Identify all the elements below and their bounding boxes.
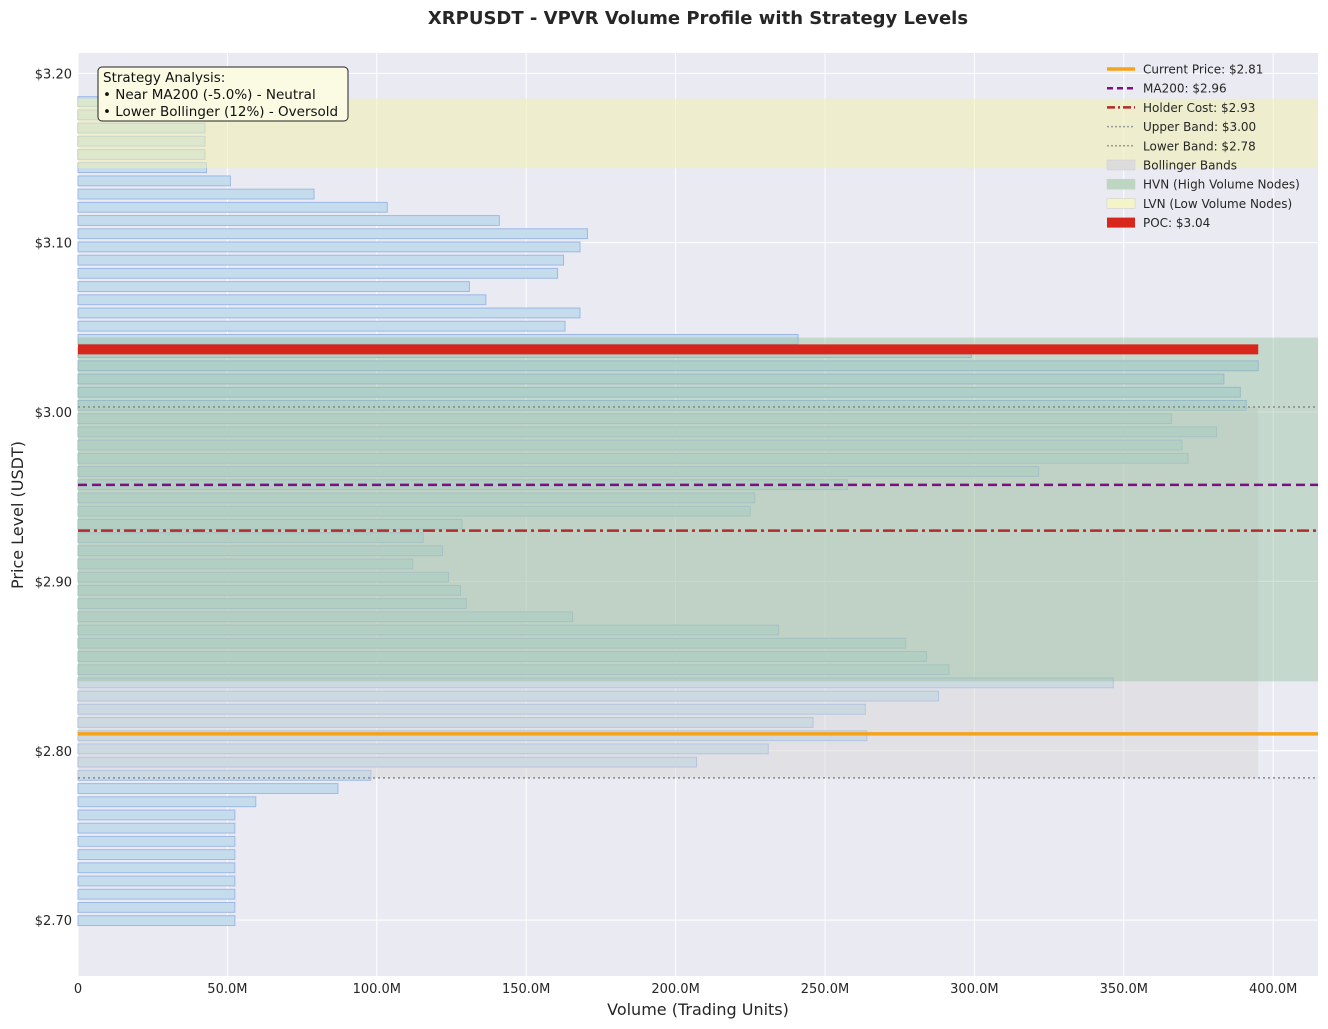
legend-label: Upper Band: $3.00: [1143, 120, 1256, 134]
volume-bar: [77, 267, 559, 279]
legend-label: Lower Band: $2.78: [1143, 139, 1256, 153]
legend: Current Price: $2.81 MA200: $2.96 Holder C…: [1106, 63, 1300, 230]
annotation-box-frame: [97, 66, 349, 122]
volume-bar: [77, 769, 372, 781]
volume-bar: [77, 400, 1247, 411]
volume-bar: [77, 717, 814, 728]
y-tick-label: $3.00: [35, 406, 72, 421]
volume-bar: [77, 320, 566, 332]
y-tick-label: $3.20: [35, 67, 72, 82]
volume-bar: [77, 426, 1217, 438]
volume-bar: [77, 188, 315, 200]
legend-label: MA200: $2.96: [1143, 82, 1227, 96]
volume-bar: [77, 466, 1040, 477]
volume-bar: [77, 888, 236, 900]
y-tick-label: $2.90: [35, 575, 72, 590]
x-tick-label: 100.0M: [353, 982, 401, 997]
volume-bar: [77, 505, 751, 517]
volume-bar: [77, 241, 581, 253]
x-tick-label: 0: [74, 982, 82, 997]
volume-bar: [77, 518, 463, 530]
bollinger-band-zone: [78, 406, 1259, 778]
volume-bar: [77, 756, 698, 768]
volume-bar: [77, 452, 1189, 464]
legend-label: POC: $3.04: [1143, 216, 1210, 230]
volume-bar: [77, 651, 928, 662]
x-tick-label: 250.0M: [801, 982, 849, 997]
volume-bar: [77, 545, 444, 557]
volume-bar: [77, 215, 500, 226]
volume-bar: [77, 875, 236, 887]
volume-bar: [77, 532, 424, 543]
volume-bar: [77, 901, 236, 913]
volume-bar: [77, 386, 1241, 398]
strategy-annotation-box: Strategy Analysis:• Near MA200 (-5.0%) -…: [97, 66, 349, 122]
volume-bar: [77, 796, 257, 808]
x-tick-label: 200.0M: [651, 982, 699, 997]
legend-label: Bollinger Bands: [1143, 159, 1237, 173]
chart-title: XRPUSDT - VPVR Volume Profile with Strat…: [428, 8, 968, 29]
x-tick-label: 50.0M: [207, 982, 247, 997]
volume-bar: [77, 201, 388, 213]
y-tick-label: $2.80: [35, 745, 72, 760]
legend-label: Current Price: $2.81: [1143, 63, 1263, 77]
volume-bar: [77, 294, 487, 306]
volume-bar: [77, 373, 1225, 385]
x-axis-label: Volume (Trading Units): [607, 1000, 789, 1019]
legend-label: Holder Cost: $2.93: [1143, 101, 1255, 115]
legend-label: LVN (Low Volume Nodes): [1143, 197, 1292, 211]
volume-bar: [77, 598, 467, 609]
annotation-line: • Near MA200 (-5.0%) - Neutral: [103, 87, 316, 103]
legend-swatch: [1106, 178, 1136, 190]
annotation-line: Strategy Analysis:: [103, 70, 225, 86]
volume-bar: [77, 571, 450, 583]
x-tick-labels: 0 50.0M 100.0M 150.0M 200.0M 250.0M 300.0M 350.…: [74, 982, 1298, 997]
volume-bar: [77, 703, 866, 715]
volume-bar: [77, 611, 574, 623]
volume-bar: [77, 783, 339, 794]
level-lines: [78, 344, 1318, 779]
y-tick-label: $3.10: [35, 237, 72, 252]
volume-bar: [77, 413, 1173, 425]
x-tick-label: 350.0M: [1100, 982, 1148, 997]
legend-swatch: [1106, 159, 1136, 171]
y-tick-label: $2.70: [35, 914, 72, 929]
legend-label: HVN (High Volume Nodes): [1143, 178, 1300, 192]
volume-bar: [77, 677, 1114, 689]
legend-swatch: [1107, 217, 1135, 228]
volume-bar: [77, 175, 231, 187]
volume-bar: [77, 849, 236, 860]
x-tick-label: 400.0M: [1249, 982, 1297, 997]
volume-bar: [77, 281, 470, 292]
volume-bar: [77, 664, 950, 676]
volume-bar: [77, 915, 236, 927]
y-tick-labels: $2.70 $2.80 $2.90 $3.00 $3.10 $3.20: [35, 67, 72, 929]
hvn-zone: [78, 337, 1318, 682]
annotation-line: • Lower Bollinger (12%) - Oversold: [103, 104, 338, 120]
volume-bar: [77, 254, 565, 266]
volume-bar: [77, 809, 236, 821]
volume-bar: [77, 439, 1183, 451]
volume-bar: [77, 492, 756, 504]
x-tick-label: 300.0M: [950, 982, 998, 997]
volume-bar: [77, 743, 769, 755]
volume-bar: [77, 624, 780, 636]
volume-bar: [77, 307, 581, 319]
volume-bar: [77, 822, 236, 834]
volume-bar: [77, 584, 461, 596]
volume-bar: [77, 835, 236, 847]
volume-bar: [77, 228, 588, 240]
volume-bar: [77, 333, 799, 345]
legend-swatch: [1106, 198, 1136, 209]
volume-bar: [77, 690, 940, 702]
volume-bar: [77, 558, 414, 570]
volume-bar: [77, 637, 907, 649]
x-tick-label: 150.0M: [502, 982, 550, 997]
volume-bar: [77, 730, 868, 742]
y-axis-label: Price Level (USDT): [8, 441, 27, 589]
volume-bar: [77, 360, 1259, 372]
poc-bar: [78, 344, 1259, 355]
volume-bar: [77, 862, 236, 874]
